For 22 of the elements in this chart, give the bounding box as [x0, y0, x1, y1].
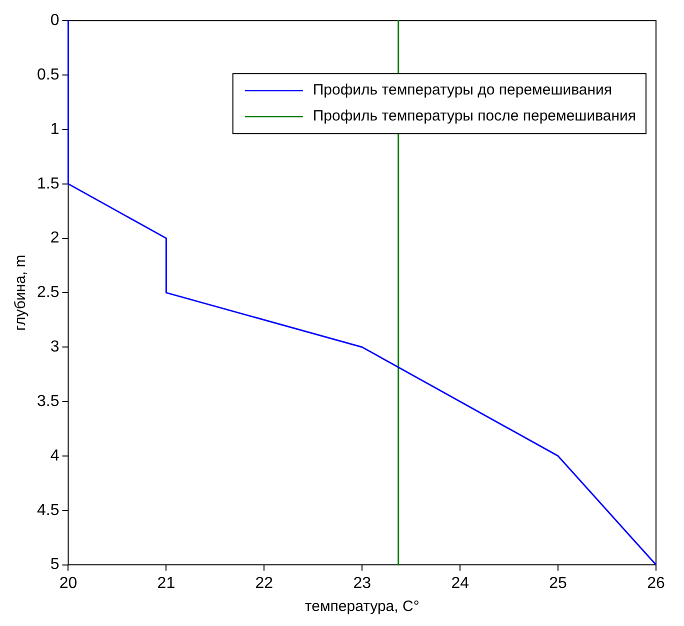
- y-tick-label: 1: [50, 120, 60, 138]
- x-tick-label: 20: [59, 574, 78, 592]
- y-tick-label: 0.5: [36, 66, 60, 84]
- x-axis-title: температура, C°: [304, 598, 420, 616]
- x-tick-label: 21: [157, 574, 176, 592]
- y-tick-label: 3.5: [36, 392, 60, 410]
- legend-label: Профиль температуры до перемешивания: [312, 82, 612, 99]
- y-tick-label: 2.5: [36, 284, 60, 302]
- y-tick-label: 2: [50, 230, 60, 247]
- y-axis-title: глубина, m: [12, 254, 30, 331]
- y-tick-label: 3: [50, 338, 60, 356]
- x-tick-label: 22: [255, 574, 274, 592]
- x-tick-label: 25: [549, 574, 568, 592]
- y-tick-label: 4.5: [36, 502, 60, 519]
- y-tick-label: 1.5: [36, 175, 60, 192]
- y-tick-label: 4: [50, 447, 60, 464]
- x-tick-label: 26: [647, 574, 665, 592]
- x-tick-label: 23: [353, 574, 372, 592]
- legend-label: Профиль температуры после перемешивания: [312, 108, 636, 125]
- y-tick-label: 0: [50, 12, 60, 30]
- x-tick-label: 24: [451, 574, 470, 592]
- y-tick-label: 5: [50, 556, 60, 574]
